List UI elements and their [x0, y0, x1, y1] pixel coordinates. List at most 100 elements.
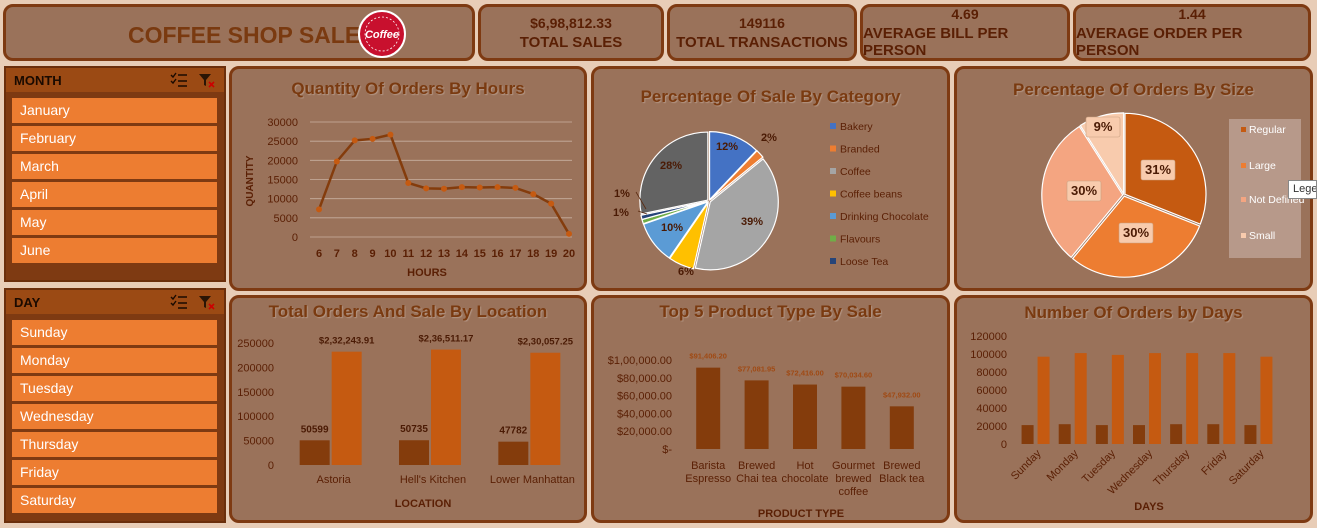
day-slicer-item-thursday[interactable]: Thursday [12, 432, 217, 457]
data-label: 28% [660, 160, 682, 172]
x-tick-label: 11 [402, 248, 414, 260]
month-slicer-item-may[interactable]: May [12, 210, 217, 235]
y-tick-label: 0 [268, 460, 274, 472]
legend-swatch [1241, 233, 1246, 238]
x-tick-label: Hell's Kitchen [400, 474, 466, 486]
legend-swatch [830, 190, 836, 197]
coffee-logo-icon: Coffee [358, 10, 406, 58]
x-tick-label: 17 [509, 248, 521, 260]
x-tick-label: 19 [545, 248, 557, 260]
data-label-box [1085, 116, 1121, 138]
y-tick-label: 20000 [976, 421, 1007, 433]
x-tick-label: Lower Manhattan [490, 474, 575, 486]
legend-entry: Coffee [840, 166, 871, 178]
y-tick-label: $60,000.00 [617, 391, 672, 403]
data-label: $72,416.00 [786, 369, 824, 378]
month-slicer-item-march[interactable]: March [12, 154, 217, 179]
data-point [369, 135, 376, 142]
kpi-value: 4.69 [951, 6, 979, 22]
data-label: $2,30,057.25 [518, 337, 574, 348]
month-slicer-title: MONTH [14, 72, 62, 88]
x-tick-label: Black tea [879, 473, 925, 485]
day-slicer-header: DAY [6, 290, 224, 314]
x-tick-label: coffee [839, 486, 869, 498]
bar [793, 384, 817, 449]
x-tick-label: 18 [527, 248, 539, 260]
day-slicer-item-monday[interactable]: Monday [12, 348, 217, 373]
month-slicer-item-january[interactable]: January [12, 98, 217, 123]
chart-orders-by-size: Percentage Of Orders By Size 31% 30% 30% 9%… [954, 66, 1313, 291]
month-slicer-item-february[interactable]: February [12, 126, 217, 151]
clear-filter-icon[interactable] [198, 294, 216, 310]
bar [1149, 353, 1161, 444]
data-label: 10% [661, 222, 683, 234]
month-slicer-item-june[interactable]: June [12, 238, 217, 263]
y-tick-label: 60000 [976, 385, 1007, 397]
bar [889, 406, 914, 449]
x-tick-label: 10 [384, 248, 396, 260]
legend-entry: Small [1249, 230, 1275, 242]
x-tick-label: chocolate [781, 473, 828, 485]
y-tick-label: 5000 [274, 213, 298, 225]
data-label: 2% [761, 132, 777, 144]
y-tick-label: $1,00,000.00 [608, 355, 672, 367]
chart-top5-product-type: Top 5 Product Type By Sale $1,00,000.00 $… [591, 295, 950, 523]
clear-filter-icon[interactable] [198, 72, 216, 88]
x-axis-label: HOURS [407, 267, 447, 279]
pie-slice [669, 202, 709, 270]
multi-select-icon[interactable] [170, 294, 188, 310]
x-axis-label: LOCATION [395, 498, 452, 510]
data-label: 50599 [301, 424, 329, 435]
bar [331, 351, 362, 465]
kpi-avg-order: 1.44 AVERAGE ORDER PER PERSON [1073, 4, 1311, 61]
legend-swatch [830, 145, 836, 152]
data-label: 30% [1123, 225, 1149, 240]
day-slicer-item-saturday[interactable]: Saturday [12, 488, 217, 513]
y-tick-label: 100000 [970, 349, 1007, 361]
data-label: $77,081.95 [738, 364, 776, 373]
data-label-box [1118, 222, 1154, 244]
kpi-total-transactions: 149116 TOTAL TRANSACTIONS [667, 4, 857, 61]
day-slicer-item-friday[interactable]: Friday [12, 460, 217, 485]
day-slicer-item-sunday[interactable]: Sunday [12, 320, 217, 345]
bar [1111, 354, 1124, 444]
data-point [530, 191, 537, 198]
x-tick-label: Astoria [317, 474, 352, 486]
legend-entry: Coffee beans [840, 189, 902, 201]
x-tick-label: 16 [491, 248, 503, 260]
day-slicer-item-tuesday[interactable]: Tuesday [12, 376, 217, 401]
y-tick-label: 50000 [243, 436, 274, 448]
day-slicer-item-wednesday[interactable]: Wednesday [12, 404, 217, 429]
y-tick-label: 250000 [237, 338, 274, 350]
pie-slice [709, 149, 764, 201]
y-tick-label: $40,000.00 [617, 408, 672, 420]
bar [1260, 356, 1273, 444]
data-point [423, 185, 430, 192]
bar [1133, 425, 1145, 444]
leader-line [763, 137, 770, 144]
y-tick-label: 80000 [976, 367, 1007, 379]
data-label-box [1066, 180, 1102, 202]
month-slicer-item-april[interactable]: April [12, 182, 217, 207]
data-label: 12% [716, 141, 738, 153]
month-slicer-header: MONTH [6, 68, 224, 92]
bar [1021, 425, 1034, 444]
multi-select-icon[interactable] [170, 72, 188, 88]
chart-title: Number Of Orders by Days [1024, 303, 1243, 322]
leader-line [635, 191, 647, 210]
legend-tooltip: Lege [1288, 180, 1317, 199]
y-tick-label: 100000 [237, 411, 274, 423]
bar [299, 440, 330, 465]
legend-swatch [1241, 127, 1246, 132]
chart-title: Total Orders And Sale By Location [268, 302, 548, 321]
x-tick-label: Espresso [685, 473, 731, 485]
data-point [351, 137, 358, 144]
kpi-value: 149116 [739, 14, 785, 31]
data-label: 47782 [499, 426, 527, 437]
data-label: 9% [1094, 119, 1113, 134]
kpi-label: TOTAL SALES [519, 33, 623, 51]
data-point [566, 230, 572, 237]
chart-orders-by-hours: Quantity Of Orders By Hours 30000 25000 20… [229, 66, 587, 291]
y-tick-label: 0 [1001, 439, 1007, 451]
kpi-label: TOTAL TRANSACTIONS [676, 33, 848, 51]
